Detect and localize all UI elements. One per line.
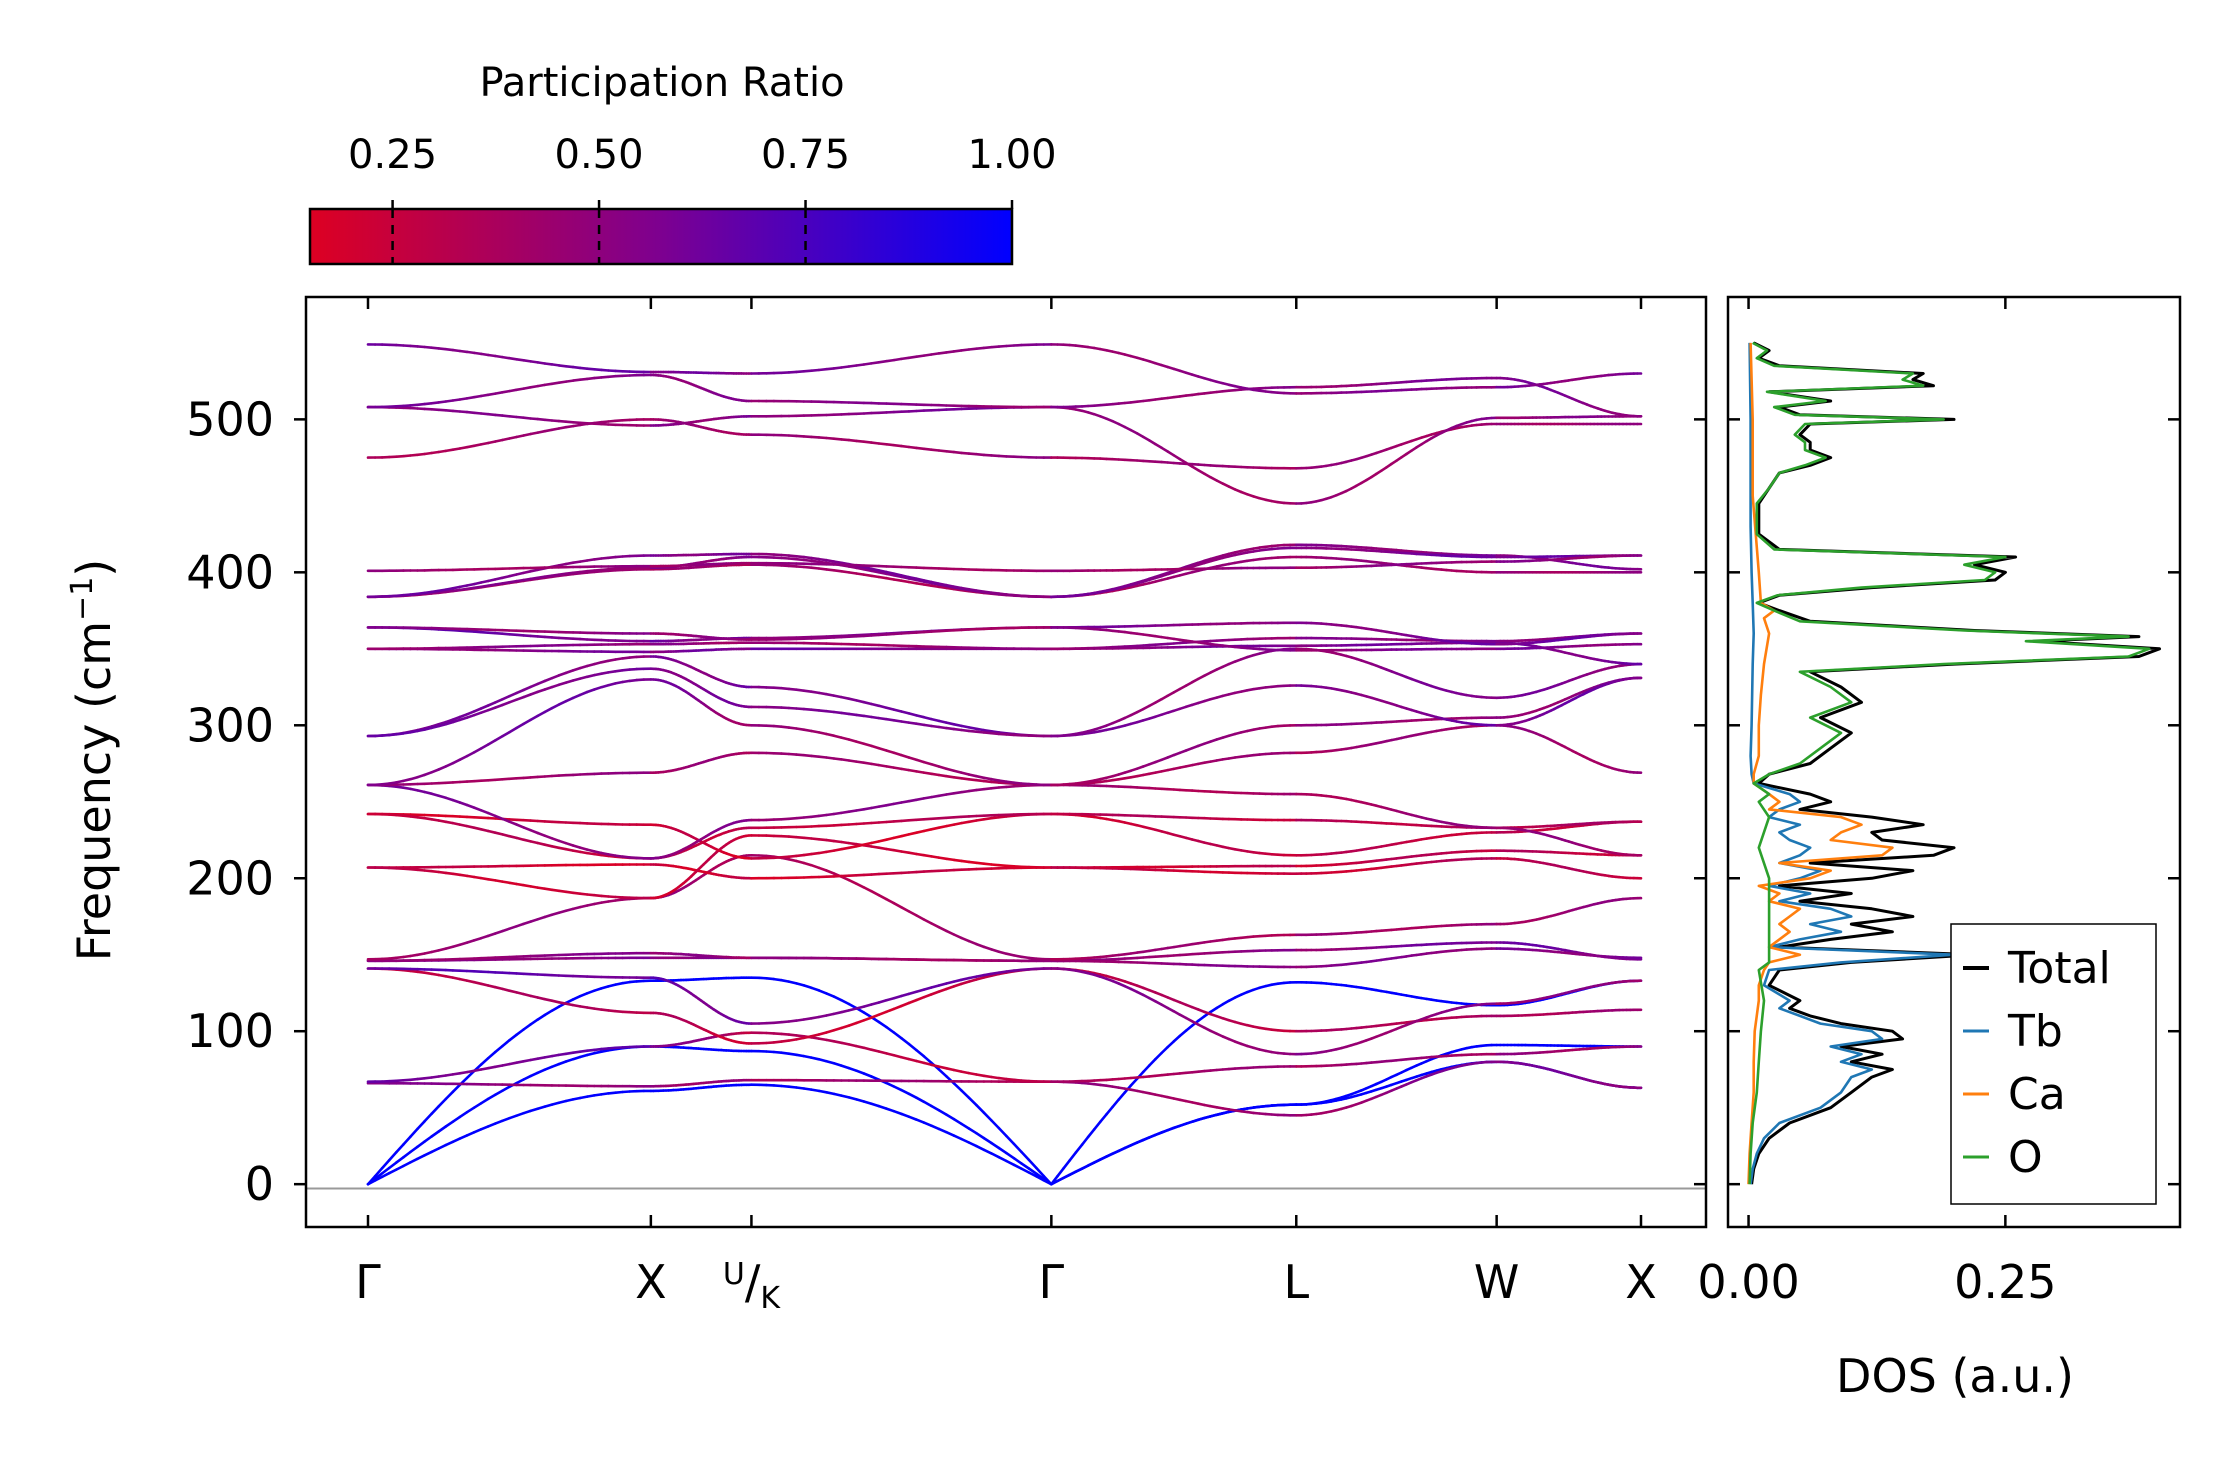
band-segment [939, 1110, 947, 1114]
band-segment [991, 1120, 999, 1128]
band-segment [984, 1138, 992, 1143]
band-segment [439, 1099, 446, 1106]
band-segment [1006, 1136, 1014, 1144]
band-segment [1021, 1152, 1029, 1160]
band-segment [916, 1050, 924, 1056]
band-segment [999, 1148, 1007, 1153]
band-segment [403, 1152, 410, 1157]
band-segment [969, 1129, 977, 1134]
band-segment [1070, 1153, 1076, 1161]
band-segment [969, 1098, 977, 1105]
band-segment [999, 1128, 1007, 1136]
colorbar-tick-label: 0.75 [761, 132, 850, 178]
phonon-band [368, 1045, 1641, 1184]
band-segment [396, 1157, 403, 1162]
band-segment [909, 1044, 917, 1050]
band-segment [961, 1090, 969, 1097]
band-segment [446, 1092, 453, 1099]
band-segment [1064, 1160, 1070, 1168]
phonon-band [368, 1062, 1641, 1184]
band-segment [495, 1046, 502, 1052]
band-segment [418, 1121, 425, 1129]
colorbar-tick-label: 1.00 [967, 132, 1056, 178]
phonon-band [368, 969, 1641, 1055]
phonon-band [368, 835, 1641, 898]
phonon-band [368, 649, 1641, 736]
band-segment [901, 1038, 909, 1044]
band-segment [396, 1145, 403, 1153]
band-segment [403, 1137, 410, 1145]
band-segment [453, 1085, 460, 1092]
band-segment [1076, 1145, 1082, 1153]
band-segment [924, 1056, 932, 1063]
band-segment [389, 1163, 396, 1168]
band-segment [432, 1106, 439, 1114]
band-segment [984, 1113, 992, 1121]
band-segment [1088, 1129, 1094, 1137]
band-segment [946, 1115, 954, 1120]
band-segment [1058, 1168, 1064, 1176]
colorbar-gradient [310, 209, 1012, 264]
band-segment [1143, 1066, 1149, 1073]
band-segment [976, 1105, 984, 1113]
band-segment [1119, 1093, 1125, 1100]
band-segment [954, 1083, 962, 1090]
phonon-bands [368, 344, 1641, 1184]
band-segment [976, 1133, 984, 1138]
band-segment [1113, 1100, 1119, 1107]
band-segment [1014, 1144, 1022, 1152]
phonon-band [368, 678, 1641, 785]
band-segment [961, 1124, 969, 1129]
band-segment [864, 1013, 872, 1018]
band-segment [954, 1119, 962, 1124]
band-segment [481, 1058, 488, 1064]
band-segment [939, 1069, 947, 1076]
band-segment [1149, 1059, 1155, 1065]
band-segment [1006, 1153, 1014, 1158]
band-segment [410, 1129, 417, 1137]
band-segment [879, 1022, 887, 1027]
band-segment [410, 1147, 417, 1152]
colorbar-title: Participation Ratio [479, 60, 844, 106]
band-segment [1029, 1160, 1037, 1168]
band-segment [1094, 1122, 1100, 1130]
phonon-band [368, 1062, 1641, 1116]
band-segment [502, 1040, 509, 1046]
band-segment [488, 1052, 495, 1058]
band-segment [1107, 1107, 1113, 1114]
band-segment [418, 1142, 425, 1147]
band-segment [991, 1143, 999, 1148]
band-segment [432, 1132, 439, 1137]
band-segment [894, 1033, 902, 1039]
colorbar: Participation Ratio 0.25 0.50 0.75 1.00 [310, 60, 1057, 264]
band-segment [382, 1160, 389, 1168]
band-segment [1100, 1114, 1106, 1122]
band-segment [886, 1027, 894, 1032]
phonon-band [368, 657, 1641, 737]
phonon-band [368, 858, 1641, 878]
band-segment [1014, 1158, 1022, 1163]
colorbar-tick-label: 0.50 [555, 132, 644, 178]
band-segment [389, 1152, 396, 1160]
phonon-band [368, 1033, 1641, 1082]
band-segment [425, 1114, 432, 1122]
band-segment [1082, 1137, 1088, 1145]
band-segment [509, 1035, 516, 1041]
colorbar-tick-label: 0.25 [348, 132, 437, 178]
band-segment [439, 1127, 446, 1132]
band-segment [517, 1030, 524, 1035]
band-segment [1155, 1053, 1161, 1059]
band-segment [1131, 1079, 1137, 1086]
